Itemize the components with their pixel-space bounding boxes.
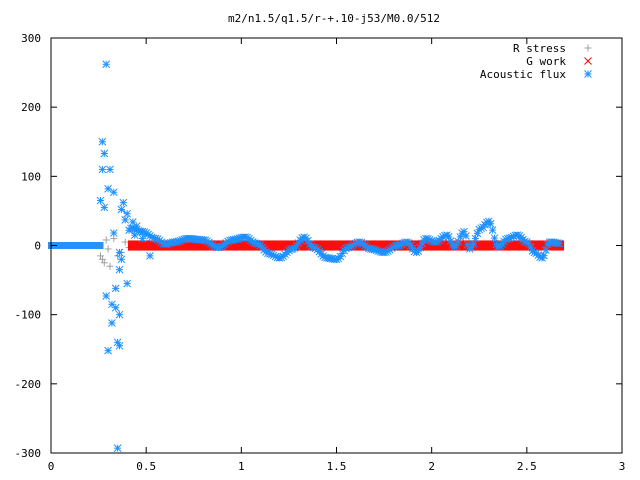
- data-point: [106, 165, 114, 174]
- data-point: [123, 279, 131, 288]
- legend-label: R stress: [513, 42, 566, 55]
- data-point: [138, 234, 147, 243]
- plot-area: [48, 60, 565, 453]
- y-tick-label: 200: [21, 101, 41, 114]
- curve-point: [462, 232, 470, 240]
- y-tick-label: 300: [21, 32, 41, 45]
- y-tick-label: -100: [15, 309, 42, 322]
- data-point: [121, 216, 130, 224]
- legend-marker: [584, 57, 592, 65]
- data-point: [115, 310, 124, 319]
- data-point: [132, 222, 141, 230]
- x-tick-label: 0.5: [136, 460, 156, 473]
- x-tick-label: 3: [619, 460, 626, 473]
- x-tick-label: 1.5: [327, 460, 347, 473]
- axes: 0 0.5 1 1.5 2 2.5 3 -300 -200 -100 0 100 200 300: [15, 32, 626, 473]
- series-acoustic-flux: [48, 60, 564, 453]
- y-tick-label: 100: [21, 170, 41, 183]
- data-point: [113, 444, 122, 453]
- data-point: [111, 303, 120, 312]
- legend-marker: [584, 70, 592, 78]
- y-tick-label: -200: [15, 378, 42, 391]
- data-point: [98, 165, 107, 174]
- curve-point: [486, 219, 495, 228]
- data-point: [121, 238, 129, 246]
- curve-point: [540, 251, 548, 260]
- data-point: [123, 209, 131, 218]
- data-point: [108, 300, 116, 309]
- legend-label: G work: [526, 55, 566, 68]
- legend-label: Acoustic flux: [480, 68, 566, 81]
- legend-marker: [584, 44, 592, 52]
- data-point: [146, 252, 154, 260]
- data-point: [102, 60, 111, 69]
- curve-point: [555, 239, 564, 248]
- data-point: [106, 262, 114, 270]
- curve-point: [452, 241, 461, 250]
- x-tick-label: 2.5: [517, 460, 537, 473]
- chart-title: m2/n1.5/q1.5/r-+.10-j53/M0.0/512: [228, 12, 440, 25]
- curve-point: [471, 234, 480, 243]
- data-point: [130, 231, 139, 239]
- data-point: [98, 137, 107, 146]
- curve-point: [542, 246, 550, 254]
- data-point: [108, 319, 116, 327]
- curve-point: [469, 239, 478, 248]
- data-point: [125, 226, 133, 235]
- data-point: [100, 259, 108, 267]
- data-point: [96, 196, 105, 205]
- data-point: [142, 229, 151, 237]
- x-tick-label: 2: [428, 460, 435, 473]
- data-point: [102, 236, 110, 244]
- data-point: [115, 265, 124, 274]
- data-point: [104, 245, 112, 253]
- y-tick-label: 0: [34, 240, 41, 253]
- curve-point: [490, 234, 499, 242]
- x-tick-label: 1: [238, 460, 245, 473]
- data-point: [109, 229, 118, 237]
- data-point: [115, 341, 124, 350]
- data-point: [98, 255, 106, 263]
- data-point: [102, 292, 111, 300]
- series-band: [48, 242, 104, 249]
- y-tick-label: -300: [15, 447, 42, 460]
- data-point: [117, 255, 126, 264]
- data-point: [119, 198, 128, 207]
- data-point: [96, 252, 104, 260]
- data-point: [115, 248, 124, 257]
- data-point: [104, 346, 112, 355]
- data-point: [100, 203, 109, 212]
- data-point: [111, 284, 120, 293]
- x-tick-label: 0: [48, 460, 55, 473]
- data-point: [100, 149, 109, 158]
- data-point: [117, 205, 126, 214]
- curve-point: [488, 226, 497, 234]
- data-point: [109, 188, 118, 197]
